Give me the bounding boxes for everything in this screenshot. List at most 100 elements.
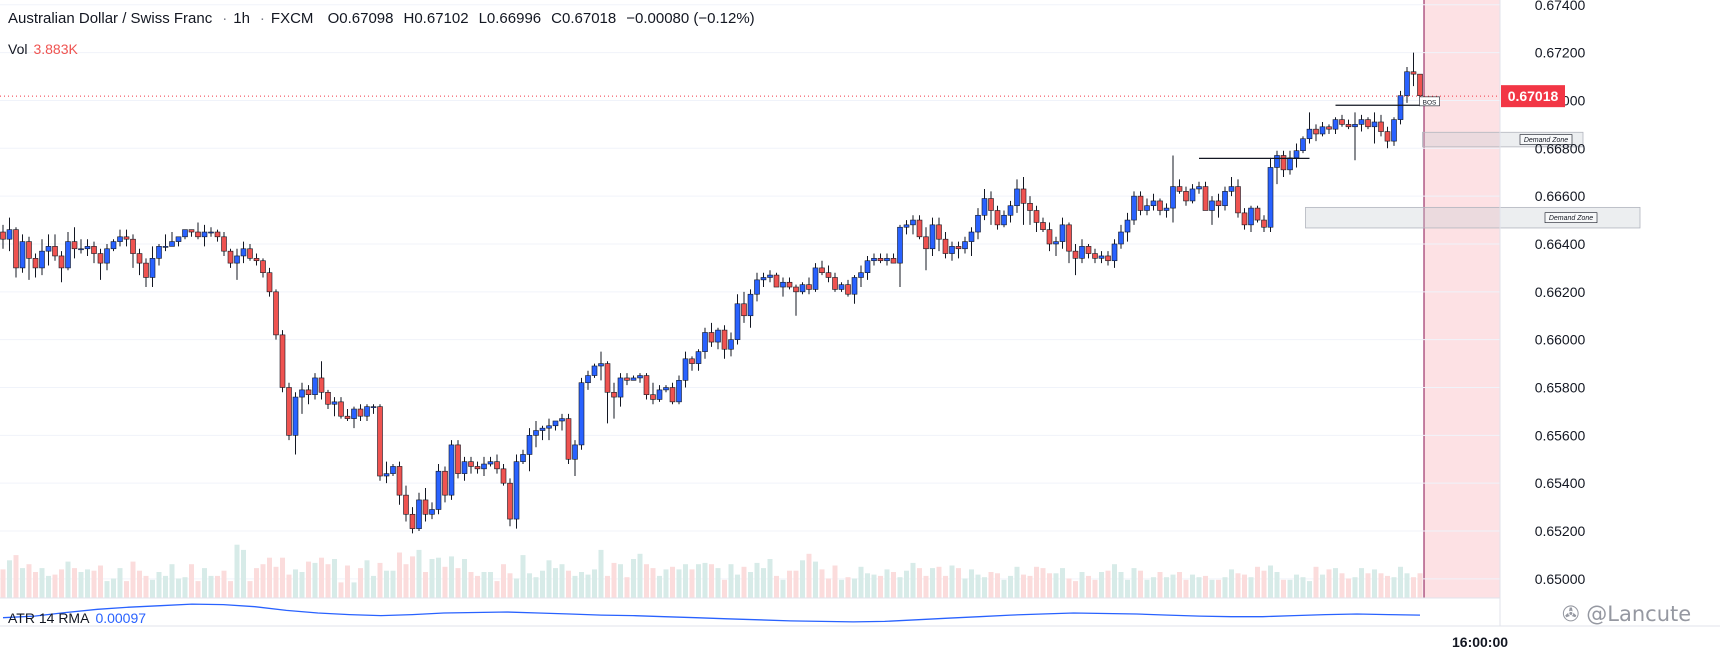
interval-label[interactable]: 1h: [233, 10, 250, 27]
atr-legend[interactable]: ATR 14 RMA 0.00097: [8, 610, 146, 626]
volume-bar: [1060, 568, 1065, 598]
volume-bar: [787, 570, 792, 598]
candle-body: [682, 358, 689, 381]
volume-bar: [1417, 573, 1423, 598]
candle-body: [1046, 229, 1053, 245]
volume-bar: [1086, 575, 1091, 598]
volume-bar: [1164, 577, 1169, 598]
volume-bar: [930, 568, 935, 598]
volume-bar: [189, 564, 194, 598]
volume-bar: [1352, 577, 1358, 598]
volume-bar: [1398, 566, 1403, 598]
watermark-logo: ✇ @Lancute: [1562, 602, 1691, 626]
volume-bar: [1066, 578, 1072, 598]
candle-body: [1306, 128, 1313, 140]
candle-body: [1001, 214, 1007, 226]
volume-bar: [780, 579, 786, 598]
candle-body: [143, 262, 149, 278]
candle-body: [845, 284, 851, 295]
volume-bar: [0, 569, 6, 598]
candle-body: [936, 224, 942, 240]
legend-separator: ·: [222, 10, 228, 27]
candle-body: [357, 408, 364, 417]
volume-bar: [1170, 574, 1176, 598]
candle-body: [825, 272, 832, 278]
candle-body: [741, 303, 747, 317]
volume-bar: [1216, 579, 1221, 598]
volume-bar: [410, 556, 415, 598]
candle-body: [949, 246, 955, 254]
volume-bar: [254, 568, 259, 598]
volume-bar: [559, 564, 565, 598]
candle-body: [507, 482, 513, 520]
candle-body: [1202, 186, 1209, 211]
volume-legend[interactable]: Vol 3.883K: [8, 41, 78, 57]
volume-bar: [325, 564, 331, 598]
volume-bar: [1333, 568, 1338, 598]
symbol-legend[interactable]: Australian Dollar / Swiss Franc · 1h · FXCM …: [8, 10, 759, 27]
volume-bar: [286, 574, 292, 598]
candle-body: [201, 231, 208, 238]
volume-bar: [273, 566, 279, 598]
volume-bar: [384, 570, 389, 598]
candle-body: [975, 214, 981, 233]
volume-bar: [1034, 566, 1039, 598]
high-value: 0.67102: [414, 10, 469, 27]
candle-body: [32, 258, 39, 269]
candle-body: [260, 260, 266, 273]
candle-body: [0, 231, 6, 240]
candle-body: [175, 236, 182, 242]
volume-bar: [312, 562, 318, 598]
candle-body: [806, 284, 812, 290]
candle-body: [585, 375, 591, 384]
candle-body: [1137, 195, 1144, 211]
volume-bar: [1411, 577, 1416, 598]
symbol-name: Australian Dollar / Swiss Franc: [8, 10, 213, 27]
volume-bar: [299, 572, 305, 598]
candle-body: [416, 499, 422, 529]
volume-bar: [1040, 568, 1046, 598]
candle-body: [110, 241, 117, 250]
volume-bar: [871, 574, 877, 598]
price-tick-label: 0.65200: [1535, 523, 1586, 539]
candle-body: [370, 406, 377, 408]
candle-body: [1300, 138, 1306, 151]
candle-body: [1241, 212, 1248, 226]
volume-bar: [579, 572, 584, 598]
candle-body: [578, 382, 585, 446]
candle-body: [325, 391, 331, 405]
volume-bar: [124, 581, 129, 598]
candle-body: [812, 267, 819, 290]
volume-bar: [917, 568, 922, 598]
candle-body: [253, 258, 260, 262]
volume-bar: [1274, 572, 1280, 598]
volume-bar: [1365, 573, 1371, 598]
candle-body: [604, 363, 611, 393]
volume-bar: [1092, 579, 1098, 598]
candle-body: [1365, 119, 1371, 128]
volume-bar: [663, 569, 669, 598]
candle-body: [1085, 246, 1092, 254]
volume-bar: [423, 572, 428, 598]
volume-bar: [884, 569, 890, 598]
volume-bar: [715, 568, 721, 598]
volume-bar: [481, 572, 487, 598]
volume-bar: [351, 582, 357, 598]
volume-bar: [1391, 577, 1397, 598]
candle-body: [1066, 224, 1072, 252]
candle-body: [1345, 124, 1352, 128]
volume-bar: [130, 561, 136, 598]
open-label: O: [327, 10, 340, 27]
volume-bar: [1300, 577, 1306, 598]
candle-body: [533, 430, 539, 436]
volume-bar: [338, 582, 344, 598]
candle-body: [526, 435, 533, 455]
volume-bar: [754, 562, 760, 598]
volume-bar: [371, 575, 376, 598]
demand-zone-tag: [1519, 134, 1573, 145]
volume-bar: [507, 573, 513, 598]
volume-bar: [709, 564, 714, 598]
volume-bar: [572, 575, 578, 598]
